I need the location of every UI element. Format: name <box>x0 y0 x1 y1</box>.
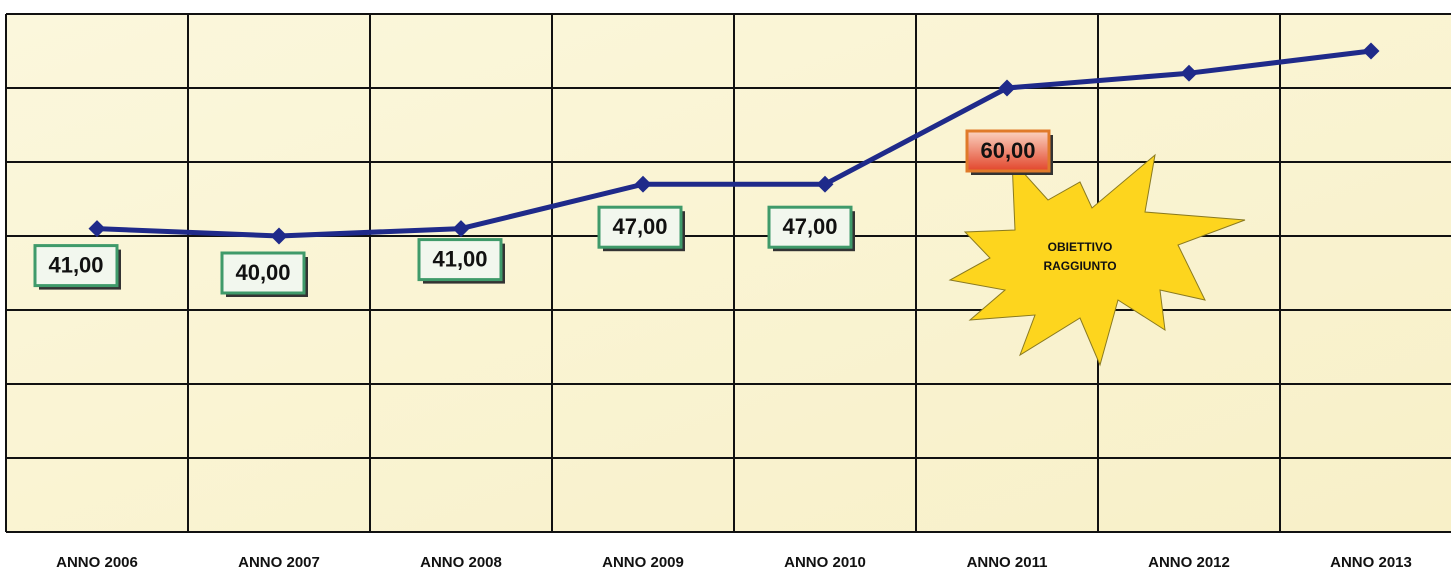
value-label: 47,00 <box>782 214 837 239</box>
starburst <box>948 153 1246 367</box>
annotation: OBIETTIVO <box>1048 240 1113 254</box>
point <box>634 175 652 193</box>
point <box>270 227 288 245</box>
label-box <box>220 251 306 295</box>
label-box <box>597 205 683 249</box>
x-tick-label: ANNO 2010 <box>784 554 866 571</box>
x-tick-label: ANNO 2007 <box>238 554 320 571</box>
value-label: 41,00 <box>432 246 487 271</box>
label-box <box>965 129 1051 173</box>
point <box>452 220 470 238</box>
annotation: RAGGIUNTO <box>1043 259 1116 273</box>
point <box>88 220 106 238</box>
value-label: 47,00 <box>612 214 667 239</box>
x-tick-label: ANNO 2009 <box>602 554 684 571</box>
point <box>998 79 1016 97</box>
value-label: 40,00 <box>235 260 290 285</box>
x-tick-label: ANNO 2012 <box>1148 554 1230 571</box>
x-tick-label: ANNO 2013 <box>1330 554 1412 571</box>
label-box <box>417 238 503 282</box>
point <box>816 175 834 193</box>
line <box>96 48 1372 239</box>
value-label: 41,00 <box>48 252 103 277</box>
value-label: 60,00 <box>980 138 1035 163</box>
x-tick-label: ANNO 2011 <box>967 554 1048 571</box>
x-tick-label: ANNO 2008 <box>420 554 502 571</box>
label-box <box>767 205 853 249</box>
x-tick-label: ANNO 2006 <box>56 554 138 571</box>
label-box <box>33 244 119 288</box>
